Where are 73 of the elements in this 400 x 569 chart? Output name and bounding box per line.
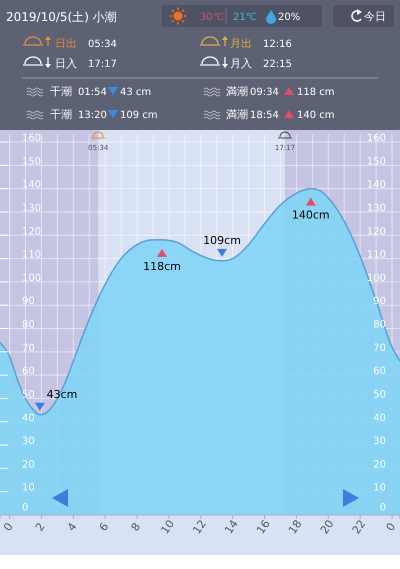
x-tick-label: 0	[384, 520, 398, 534]
y2-tick-label: 20	[373, 459, 386, 470]
y2-tick-label: 0	[380, 502, 386, 514]
text: 09:34	[250, 87, 279, 98]
text: 日入	[55, 57, 77, 70]
x-tick-label: 14	[222, 518, 241, 536]
y-tick-label: 130	[22, 202, 42, 214]
x-tick-label: 2	[32, 520, 48, 534]
text: 日出	[55, 37, 77, 50]
x-tick-label: 10	[158, 518, 178, 536]
annotation: 118cm	[143, 260, 181, 273]
text: 140 cm	[297, 110, 335, 121]
x-tick-label: 16	[254, 518, 273, 536]
y-tick-label: 110	[22, 250, 42, 261]
x-tick-label: 18	[286, 518, 305, 536]
y2-tick-label: 40	[373, 412, 386, 424]
y2-tick-label: 30	[373, 436, 386, 448]
y-tick-label: 40	[22, 412, 35, 424]
text: 12:16	[263, 39, 292, 50]
text: 22:15	[263, 59, 292, 70]
x-tick-label: 22	[350, 518, 368, 536]
y2-tick-label: 140	[366, 180, 386, 191]
x-tick-label: 6	[96, 520, 112, 534]
y-tick-label: 90	[22, 296, 35, 308]
annotation: 109cm	[203, 234, 241, 247]
y-tick-label: 140	[22, 180, 42, 191]
text: 13:20	[78, 110, 107, 121]
text: 05:34	[88, 39, 117, 50]
y-tick-label: 60	[22, 366, 35, 378]
text: 17:17	[88, 59, 117, 70]
y2-tick-label: 160	[366, 133, 386, 144]
y2-tick-label: 110	[366, 250, 386, 261]
y-tick-label: 30	[22, 436, 35, 448]
y2-tick-label: 130	[366, 202, 386, 214]
y-tick-label: 70	[22, 342, 35, 354]
chart-title: 2019/10/5(土) 小潮	[6, 10, 117, 24]
x-tick-label: 4	[64, 520, 80, 534]
y2-tick-label: 120	[366, 226, 386, 238]
text: 21℃	[233, 12, 257, 23]
y2-tick-label: 60	[373, 366, 386, 378]
text: 18:54	[250, 110, 279, 121]
y-tick-label: 80	[22, 320, 35, 330]
y2-tick-label: 70	[373, 342, 386, 354]
y-tick-label: 120	[22, 226, 42, 238]
text: 干潮	[50, 85, 72, 98]
y-tick-label: 0	[22, 502, 28, 514]
y-tick-label: 10	[22, 482, 35, 494]
text: 満潮	[226, 85, 248, 98]
y2-tick-label: 10	[373, 482, 386, 494]
text: 満潮	[226, 108, 248, 121]
y-tick-label: 160	[22, 133, 42, 144]
text: 20%	[278, 12, 300, 23]
annotation: 140cm	[292, 208, 330, 222]
x-tick-label: 0	[1, 520, 16, 534]
annotation: 43cm	[46, 388, 78, 401]
y2-tick-label: 50	[373, 389, 386, 400]
text: 今日	[364, 10, 386, 23]
text: 30℃	[200, 12, 224, 23]
x-tick-label: 20	[318, 518, 336, 536]
x-tick-label: 8	[128, 520, 144, 534]
y-tick-label: 100	[22, 272, 42, 284]
text: 月入	[230, 57, 252, 70]
y-tick-label: 20	[22, 459, 35, 470]
x-tick-label: 12	[190, 518, 210, 536]
text: 118 cm	[297, 87, 335, 98]
y-tick-label: 150	[22, 156, 42, 168]
y2-tick-label: 150	[366, 156, 386, 168]
text: 01:54	[78, 87, 107, 98]
text: 43 cm	[120, 87, 152, 98]
text: 109 cm	[120, 110, 158, 121]
y2-tick-label: 80	[373, 320, 386, 330]
text: 干潮	[50, 108, 72, 121]
text: 月出	[230, 37, 252, 50]
